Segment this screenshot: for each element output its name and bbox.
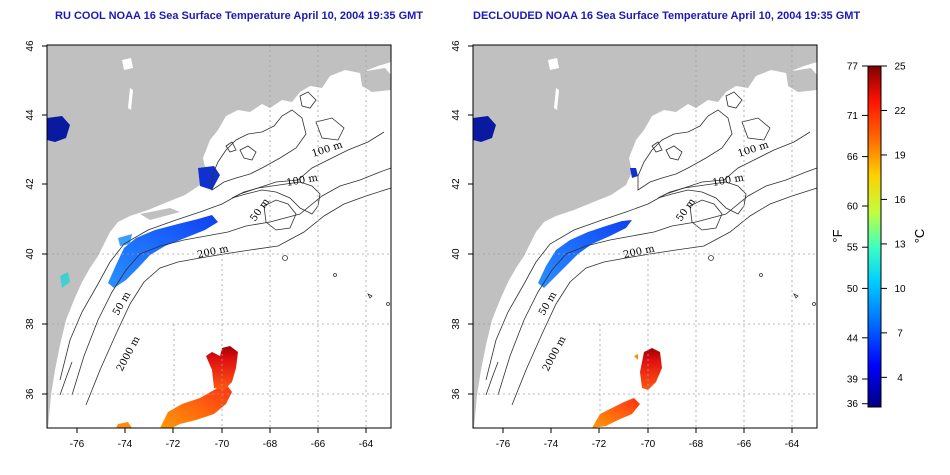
sst-patch-warm-1 [592,398,640,428]
colorbar-tick-label-c: 4 [897,373,903,384]
sst-patch-cape-cod [198,166,220,190]
colorbar-tick-label-c: 22 [894,106,906,117]
colorbar-tick-label-f: 55 [847,243,859,254]
colorbar-tick-label-c: 10 [894,284,906,295]
colorbar-tick-label-c: 16 [894,195,906,206]
island [548,58,559,70]
sst-patch-gulf-maine [473,116,496,142]
y-tick-label: 38 [451,318,462,330]
fahrenheit-label: °F [830,229,845,242]
sst-patch-shelf [108,215,218,288]
axis-ticks [468,45,793,433]
colorbar-tick-label-c: 13 [894,239,906,250]
y-tick-label: 42 [25,178,36,190]
map-panel-left: 100 m 100 m 50 m 200 m 50 m 2000 m - [25,40,392,450]
colorbar-tick-label-f: 39 [847,374,859,385]
x-tick-label: -70 [215,439,230,450]
sst-patch-warm-2 [640,348,662,390]
colorbar-tick-label-f: 44 [847,333,859,344]
island [122,58,133,70]
sst-patch-shelf [538,220,632,288]
y-tick-label: 46 [25,40,36,52]
map-panel-right: 100 m 100 m 50 m 200 m 50 m 2000 m -76 -… [451,40,818,450]
x-tick-label: -70 [641,439,656,450]
sst-patch-coastal [60,272,70,288]
sst-patch-shelf-edge [118,234,132,246]
sst-patch-warm-1 [160,384,232,428]
land-mass [473,45,817,428]
x-tick-label: -68 [263,439,278,450]
island [128,88,133,110]
x-tick-label: -74 [544,439,559,450]
x-tick-label: -76 [496,439,511,450]
graticule-grid [47,45,391,428]
colorbar-tick-label-c: 19 [894,150,906,161]
x-tick-label: -72 [166,439,181,450]
x-tick-label: -66 [737,439,752,450]
land-mass [47,45,391,428]
y-tick-label: 36 [451,388,462,400]
colorbar-tick-label-c: 7 [897,328,903,339]
map-title-right: DECLOUDED NOAA 16 Sea Surface Temperatur… [473,10,861,22]
axis-ticks [42,45,367,433]
y-tick-label: 36 [25,388,36,400]
x-tick-label: -68 [689,439,704,450]
sst-patch-gulf-maine [47,116,70,142]
colorbar-tick-label-f: 77 [847,62,859,73]
x-tick-label: -74 [118,439,133,450]
sst-patch-warm-3 [634,354,638,360]
map-title-left: RU COOL NOAA 16 Sea Surface Temperature … [55,10,424,22]
island [554,88,559,110]
isobath-contours [485,91,818,406]
colorbar-tick-label-f: 66 [847,152,859,163]
colorbar-tick-label-f: 60 [847,202,859,213]
y-tick-label: 44 [25,109,36,121]
map-frame [46,44,392,429]
island [360,68,391,92]
colorbar-tick-label-f: 36 [847,399,859,410]
celsius-label: °C [912,229,927,244]
colorbar-gradient [867,65,882,408]
island [786,68,817,92]
y-tick-label: 46 [451,40,462,52]
x-tick-label: -76 [70,439,85,450]
island [140,208,180,220]
colorbar-tick-label-f: 50 [847,284,859,295]
colorbar-tick-label-f: 71 [847,111,859,122]
y-tick-label: 38 [25,318,36,330]
colorbar: 77 71 66 60 55 50 44 39 36 25 22 19 16 13 10 7 4 °F °C [830,62,927,411]
x-tick-label: -66 [311,439,326,450]
y-tick-label: 44 [451,109,462,121]
isobath-contours [59,91,392,406]
sst-patch-cape-cod [630,168,638,178]
y-tick-label: 42 [451,178,462,190]
y-tick-label: 40 [451,248,462,260]
sst-patch-warm-2 [206,346,238,390]
map-frame [472,44,818,429]
x-tick-label: -72 [592,439,607,450]
colorbar-celsius-ticks: 25 22 19 16 13 10 7 4 [881,62,906,384]
x-tick-label: -64 [785,439,800,450]
y-tick-label: 40 [25,248,36,260]
colorbar-tick-label-c: 25 [894,62,906,73]
graticule-grid [473,45,817,428]
x-tick-label: -64 [359,439,374,450]
colorbar-fahrenheit-ticks: 77 71 66 60 55 50 44 39 36 [847,62,868,410]
sst-patch-warm-3 [116,422,132,428]
